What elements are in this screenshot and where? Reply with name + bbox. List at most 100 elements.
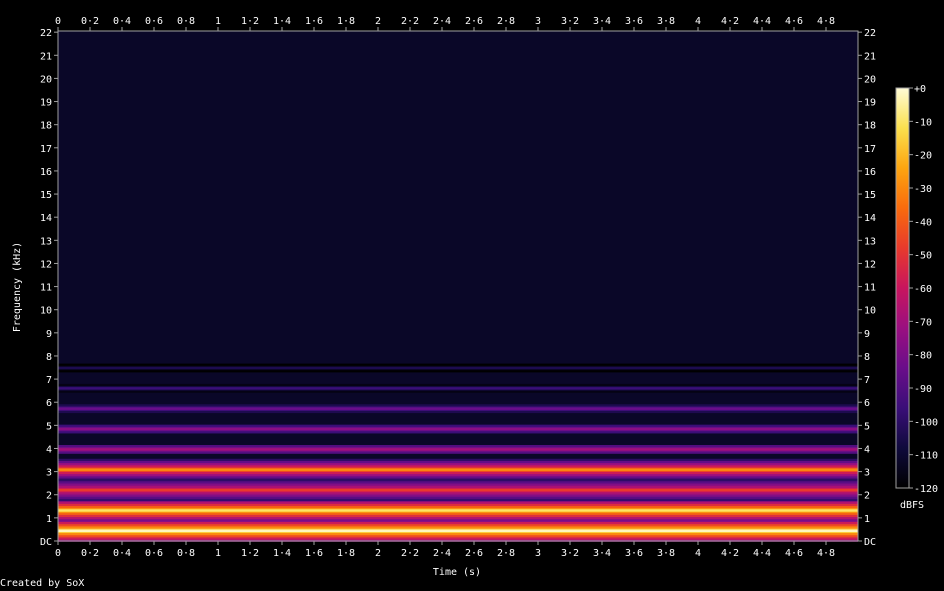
x-tick-label-bottom: 3: [535, 548, 541, 559]
y-tick-label-right: 9: [864, 329, 870, 340]
x-tick-label-bottom: 4·2: [721, 548, 739, 559]
x-tick-label-bottom: 2·6: [465, 548, 483, 559]
x-tick-label-bottom: 1: [215, 548, 221, 559]
y-tick-label-left: 9: [46, 329, 52, 340]
x-tick-label-bottom: 1·6: [305, 548, 323, 559]
y-tick-label-left: 10: [40, 306, 52, 317]
y-tick-label-left: 11: [40, 283, 52, 294]
harmonic-band: [58, 458, 858, 481]
x-tick-label-top: 4: [695, 16, 701, 27]
y-tick-label-right: 10: [864, 306, 876, 317]
harmonic-band: [58, 519, 858, 542]
x-tick-label-top: 4·2: [721, 16, 739, 27]
x-axis-title: Time (s): [433, 567, 481, 578]
y-tick-label-left: 3: [46, 468, 52, 479]
y-tick-label-right: 20: [864, 74, 876, 85]
harmonic-band: [58, 363, 858, 373]
x-tick-label-top: 0·6: [145, 16, 163, 27]
colorbar-tick-label: -40: [914, 217, 932, 228]
y-tick-label-left: DC: [40, 537, 52, 548]
y-tick-label-right: 13: [864, 236, 876, 247]
colorbar-tick-label: -50: [914, 251, 932, 262]
x-tick-label-top: 4·4: [753, 16, 771, 27]
x-tick-label-bottom: 4: [695, 548, 701, 559]
y-tick-label-left: 17: [40, 144, 52, 155]
x-tick-label-top: 3·8: [657, 16, 675, 27]
y-tick-label-left: 20: [40, 74, 52, 85]
y-tick-label-right: 12: [864, 259, 876, 270]
y-tick-label-left: 12: [40, 259, 52, 270]
x-tick-label-top: 1·2: [241, 16, 259, 27]
y-tick-label-right: 1: [864, 514, 870, 525]
harmonic-band: [58, 479, 858, 502]
y-tick-label-right: 18: [864, 121, 876, 132]
colorbar-tick-label: -120: [914, 484, 938, 495]
y-tick-label-left: 4: [46, 444, 52, 455]
colorbar-tick-label: -80: [914, 351, 932, 362]
y-tick-label-right: 7: [864, 375, 870, 386]
x-tick-label-bottom: 0·4: [113, 548, 131, 559]
x-tick-label-top: 2·8: [497, 16, 515, 27]
harmonic-band: [58, 424, 858, 434]
x-tick-label-bottom: 3·8: [657, 548, 675, 559]
y-tick-label-right: 19: [864, 98, 876, 109]
colorbar: [895, 87, 910, 489]
x-tick-label-bottom: 4·8: [817, 548, 835, 559]
x-tick-label-bottom: 2·4: [433, 548, 451, 559]
colorbar-label: dBFS: [900, 500, 924, 511]
x-tick-label-bottom: 2·2: [401, 548, 419, 559]
x-tick-label-top: 3·2: [561, 16, 579, 27]
x-tick-label-top: 3·4: [593, 16, 611, 27]
y-tick-label-left: 8: [46, 352, 52, 363]
y-tick-label-left: 16: [40, 167, 52, 178]
x-tick-label-top: 0·2: [81, 16, 99, 27]
x-tick-label-top: 1·4: [273, 16, 291, 27]
harmonic-band: [58, 445, 858, 454]
y-tick-label-left: 22: [40, 28, 52, 39]
y-tick-label-left: 2: [46, 491, 52, 502]
y-tick-label-left: 18: [40, 121, 52, 132]
x-tick-label-bottom: 0: [55, 548, 61, 559]
x-tick-label-bottom: 0·2: [81, 548, 99, 559]
x-tick-label-bottom: 2: [375, 548, 381, 559]
colorbar-tick-label: -10: [914, 117, 932, 128]
y-tick-label-left: 21: [40, 51, 52, 62]
y-axis-title: Frequency (kHz): [12, 242, 23, 332]
x-tick-label-top: 1: [215, 16, 221, 27]
x-tick-label-bottom: 0·8: [177, 548, 195, 559]
x-tick-label-top: 1·6: [305, 16, 323, 27]
x-tick-label-bottom: 3·2: [561, 548, 579, 559]
colorbar-tick-label: -100: [914, 417, 938, 428]
y-tick-label-right: 22: [864, 28, 876, 39]
y-tick-label-right: 6: [864, 398, 870, 409]
y-tick-label-right: 11: [864, 283, 876, 294]
x-tick-label-top: 2·2: [401, 16, 419, 27]
y-tick-label-right: 5: [864, 421, 870, 432]
x-tick-label-bottom: 1·8: [337, 548, 355, 559]
x-tick-label-top: 2·4: [433, 16, 451, 27]
credit-text: Created by SoX: [0, 578, 84, 589]
x-tick-label-top: 2·6: [465, 16, 483, 27]
x-tick-label-bottom: 1·4: [273, 548, 291, 559]
y-tick-label-left: 7: [46, 375, 52, 386]
x-tick-label-bottom: 1·2: [241, 548, 259, 559]
y-tick-label-left: 13: [40, 236, 52, 247]
y-tick-label-right: 17: [864, 144, 876, 155]
harmonic-band: [58, 499, 858, 522]
y-tick-label-left: 6: [46, 398, 52, 409]
y-tick-label-left: 14: [40, 213, 52, 224]
harmonic-band: [58, 404, 858, 414]
x-tick-label-top: 2: [375, 16, 381, 27]
x-tick-label-top: 3: [535, 16, 541, 27]
x-tick-label-top: 0: [55, 16, 61, 27]
x-tick-label-bottom: 0·6: [145, 548, 163, 559]
x-tick-label-bottom: 3·6: [625, 548, 643, 559]
y-tick-label-left: 1: [46, 514, 52, 525]
y-tick-label-right: 8: [864, 352, 870, 363]
x-tick-label-top: 1·8: [337, 16, 355, 27]
y-tick-label-right: 2: [864, 491, 870, 502]
y-tick-label-right: 14: [864, 213, 876, 224]
harmonic-band: [58, 383, 858, 393]
